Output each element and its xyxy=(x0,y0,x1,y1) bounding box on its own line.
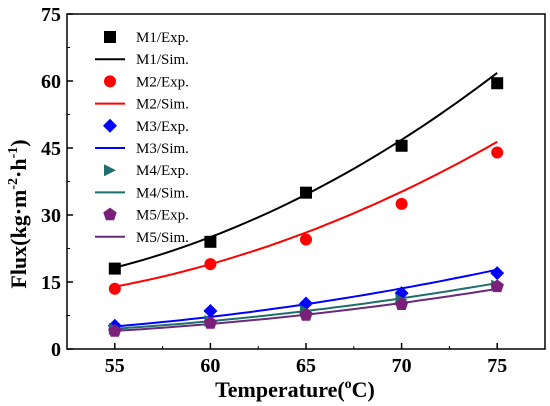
x-tick-label: 75 xyxy=(487,355,507,377)
x-tick-label: 65 xyxy=(296,355,316,377)
legend-label-m2-sim: M2/Sim. xyxy=(136,97,189,113)
m2-sim-line xyxy=(114,140,498,288)
legend-label-m4-exp: M4/Exp. xyxy=(136,163,189,179)
m1-exp-point xyxy=(395,139,408,152)
m1-exp-point xyxy=(491,77,504,90)
m1-exp-point xyxy=(108,262,121,275)
m5-exp-point xyxy=(490,279,504,293)
y-axis-title: Flux(kg·m-2·h-1) xyxy=(6,139,31,288)
y-tick-label: 0 xyxy=(51,339,61,361)
x-tick-label: 55 xyxy=(105,355,125,377)
m2-exp-point xyxy=(491,146,504,159)
m2-exp-point xyxy=(300,233,312,246)
legend-swatch-m5-exp xyxy=(103,207,117,221)
m2-exp-point xyxy=(395,197,408,210)
m5-exp-point xyxy=(299,308,313,321)
y-tick-label: 30 xyxy=(41,205,61,227)
plot-frame xyxy=(66,13,546,350)
y-tick-label: 15 xyxy=(41,272,61,294)
y-tick-label: 60 xyxy=(41,71,61,93)
m1-exp-point xyxy=(300,186,312,199)
m3-exp-point xyxy=(203,304,218,319)
m5-exp-point xyxy=(394,297,409,310)
legend-swatch-m3-exp xyxy=(103,118,117,133)
m5-exp-point xyxy=(203,316,218,329)
legend-label-m1-exp: M1/Exp. xyxy=(136,30,189,46)
m5-exp-point xyxy=(108,324,122,337)
x-tick-label: 60 xyxy=(200,355,220,377)
legend-label-m5-exp: M5/Exp. xyxy=(136,208,189,224)
y-tick-label: 45 xyxy=(41,138,61,160)
legend: M1/Exp. M1/Sim. M2/Exp. M2/Sim. M3/Exp. M3/Si… xyxy=(95,30,189,246)
legend-label-m5-sim: M5/Sim. xyxy=(136,230,189,246)
m2-exp-point xyxy=(204,258,217,271)
x-tick-label: 70 xyxy=(392,355,412,377)
legend-label-m3-exp: M3/Exp. xyxy=(136,119,189,135)
legend-label-m2-exp: M2/Exp. xyxy=(136,74,189,90)
legend-swatch-m1-exp xyxy=(104,31,116,43)
legend-label-m1-sim: M1/Sim. xyxy=(136,52,189,68)
x-axis-title: Temperature(oC) xyxy=(215,377,375,402)
m2-exp-point xyxy=(108,282,121,295)
m3-exp-point xyxy=(490,266,505,281)
legend-label-m3-sim: M3/Sim. xyxy=(136,141,189,157)
y-tick-label: 75 xyxy=(41,4,61,26)
legend-swatch-m4-exp xyxy=(104,164,116,177)
legend-label-m4-sim: M4/Sim. xyxy=(136,185,189,201)
m1-exp-point xyxy=(204,235,217,248)
legend-swatch-m2-exp xyxy=(104,75,116,88)
